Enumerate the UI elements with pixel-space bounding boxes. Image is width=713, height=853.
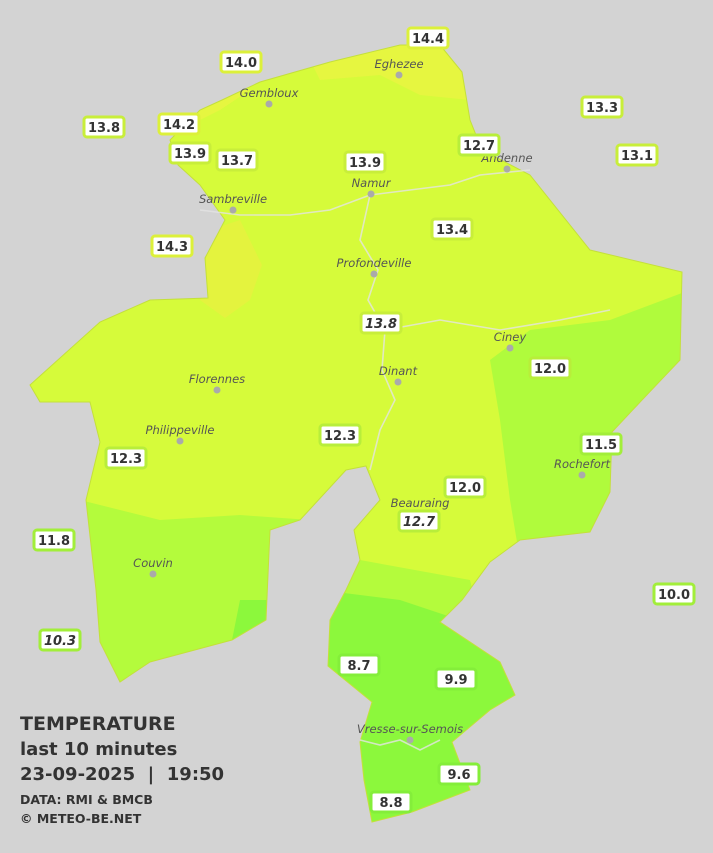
- station-value: 14.0: [225, 56, 257, 71]
- legend-title: TEMPERATURE: [20, 713, 176, 735]
- station-value: 8.8: [379, 796, 402, 811]
- station-value: 12.7: [463, 139, 495, 154]
- station-value: 13.4: [436, 223, 468, 238]
- town-label: Beauraing: [391, 496, 450, 510]
- stations: 14.4 14.0 13.3 13.8 14.2 12.7 13.9 13.7 13.9 13.1…: [32, 26, 696, 814]
- station-box: [369, 790, 413, 814]
- station-box: [82, 115, 126, 139]
- station-box: [437, 762, 481, 786]
- legend-source: DATA: RMI & BMCB: [20, 792, 153, 807]
- station-box: [168, 141, 212, 165]
- station-value: 13.1: [621, 149, 653, 164]
- town-dot: [506, 344, 514, 352]
- station-value: 14.3: [156, 240, 188, 255]
- station-box: [443, 475, 487, 499]
- town-label: Gembloux: [240, 86, 299, 100]
- station-value: 11.5: [585, 438, 617, 453]
- river-semois: [359, 739, 441, 751]
- town-dot: [394, 378, 402, 386]
- station-value: 12.0: [534, 362, 566, 377]
- station-box: [104, 446, 148, 470]
- station-box: [157, 112, 201, 136]
- town-label: Florennes: [189, 372, 245, 386]
- station-box: [150, 234, 194, 258]
- station-box: [652, 582, 696, 606]
- town-label: Dinant: [379, 364, 418, 378]
- town-label: Rochefort: [554, 457, 611, 471]
- legend: TEMPERATURE last 10 minutes 23-09-2025 |…: [20, 713, 224, 826]
- station-box: [580, 95, 624, 119]
- station-box: [430, 217, 474, 241]
- town-label: Sambreville: [199, 192, 267, 206]
- legend-credit: © METEO-BE.NET: [20, 811, 142, 826]
- station-box: [38, 628, 82, 652]
- town-label: Namur: [352, 176, 392, 190]
- station-value: 14.2: [163, 118, 195, 133]
- legend-period: last 10 minutes: [20, 739, 177, 760]
- station-box: [32, 528, 76, 552]
- town-dot: [265, 100, 273, 108]
- station-value: 13.7: [221, 154, 253, 169]
- station-box: [219, 50, 263, 74]
- station-value: 14.4: [412, 32, 444, 47]
- town-dot: [149, 570, 157, 578]
- town-dot: [370, 270, 378, 278]
- station-value: 13.3: [586, 101, 618, 116]
- station-value: 13.8: [365, 317, 397, 332]
- station-box: [337, 653, 381, 677]
- station-box: [528, 356, 572, 380]
- station-value: 13.8: [88, 121, 120, 136]
- station-box: [406, 26, 450, 50]
- town-dot: [395, 71, 403, 79]
- town-label: Couvin: [133, 556, 173, 570]
- town-dot: [503, 165, 511, 173]
- town-dot: [213, 386, 221, 394]
- zone-14c: [200, 220, 262, 318]
- town-dot: [367, 190, 375, 198]
- station-value: 10.0: [658, 588, 690, 603]
- legend-datetime: 23-09-2025 | 19:50: [20, 764, 224, 785]
- station-box: [579, 432, 623, 456]
- station-value: 9.9: [444, 673, 467, 688]
- station-value: 12.7: [403, 515, 436, 530]
- station-value: 13.9: [174, 147, 206, 162]
- station-box: [457, 133, 501, 157]
- station-value: 9.6: [447, 768, 470, 783]
- station-value: 12.3: [324, 429, 356, 444]
- town-dot: [176, 437, 184, 445]
- river-bocq: [384, 309, 611, 331]
- town-label: Ciney: [494, 330, 527, 344]
- station-box: [434, 667, 478, 691]
- station-box: [318, 423, 362, 447]
- town-label: Philippeville: [146, 423, 215, 437]
- town-dot: [578, 471, 586, 479]
- station-box: [359, 311, 403, 335]
- station-value: 13.9: [349, 156, 381, 171]
- station-box: [343, 150, 387, 174]
- station-value: 10.3: [44, 634, 76, 649]
- station-box: [397, 509, 441, 533]
- station-value: 12.3: [110, 452, 142, 467]
- station-value: 8.7: [347, 659, 370, 674]
- station-box: [615, 143, 659, 167]
- town-label: Profondeville: [337, 256, 412, 270]
- town-label: Eghezee: [374, 57, 423, 71]
- town-dot: [406, 736, 414, 744]
- station-value: 12.0: [449, 481, 481, 496]
- town-dot: [229, 206, 237, 214]
- town-label: Vresse-sur-Semois: [357, 722, 463, 736]
- station-value: 11.8: [38, 534, 70, 549]
- station-box: [215, 148, 259, 172]
